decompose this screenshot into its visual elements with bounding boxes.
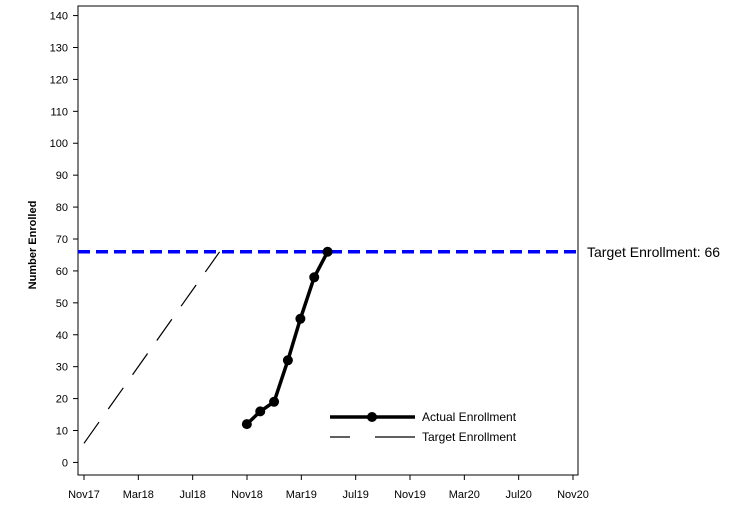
x-axis: Nov17 Mar18 Jul18 Nov18 Mar19 Jul19 Nov19 Mar20… [68, 475, 589, 501]
y-tick-label: 30 [56, 362, 68, 374]
y-tick-label: 60 [56, 266, 68, 278]
data-point [309, 272, 320, 283]
x-tick-label: Jul20 [506, 489, 532, 501]
x-tick-label: Jul19 [343, 489, 369, 501]
plot-frame [77, 5, 579, 476]
y-tick-label: 10 [56, 426, 68, 438]
x-tick-label: Nov20 [557, 489, 589, 501]
reference-line-label: Target Enrollment: 66 [587, 244, 720, 260]
y-tick-label: 120 [50, 74, 68, 86]
y-axis: 0 10 20 30 40 50 60 70 80 90 100 110 120 130 140 [50, 11, 78, 469]
data-point [322, 246, 333, 257]
legend-label: Target Enrollment [422, 430, 517, 444]
target-reference-line: Target Enrollment: 66 [78, 244, 720, 260]
y-axis-title: Number Enrolled [27, 201, 39, 290]
legend-marker [367, 412, 377, 422]
legend-label: Actual Enrollment [422, 410, 517, 424]
series-line-target-enrollment [83, 251, 221, 444]
x-tick-label: Jul18 [180, 489, 206, 501]
data-point [269, 396, 280, 407]
data-point [241, 419, 252, 430]
y-tick-label: 130 [50, 42, 68, 54]
x-tick-label: Mar19 [286, 489, 317, 501]
y-tick-label: 100 [50, 138, 68, 150]
y-tick-label: 20 [56, 394, 68, 406]
y-tick-label: 0 [62, 457, 68, 469]
y-tick-label: 40 [56, 330, 68, 342]
x-tick-label: Nov19 [394, 489, 426, 501]
y-tick-label: 70 [56, 234, 68, 246]
x-tick-label: Mar20 [449, 489, 480, 501]
y-tick-label: 110 [50, 106, 68, 118]
legend: Actual Enrollment Target Enrollment [330, 410, 517, 444]
y-tick-label: 140 [50, 11, 68, 23]
data-point [295, 313, 306, 324]
y-tick-label: 50 [56, 298, 68, 310]
y-tick-label: 90 [56, 170, 68, 182]
data-point [282, 355, 293, 366]
x-tick-label: Nov18 [231, 489, 263, 501]
series-group [83, 246, 333, 444]
y-tick-label: 80 [56, 202, 68, 214]
x-tick-label: Mar18 [123, 489, 154, 501]
x-tick-label: Nov17 [68, 489, 100, 501]
data-point [255, 406, 266, 417]
